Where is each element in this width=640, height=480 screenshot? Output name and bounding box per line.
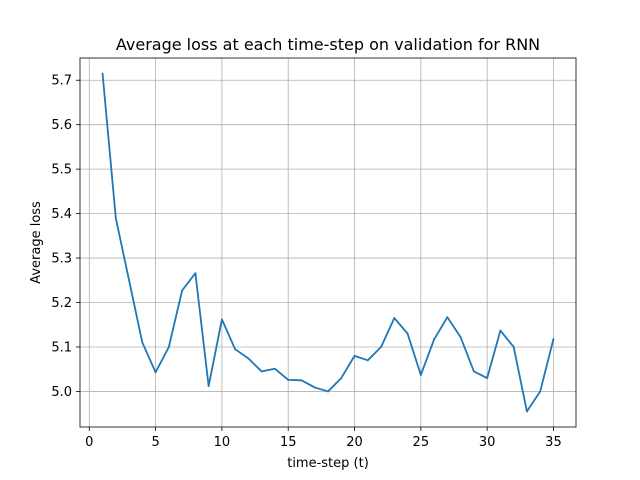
series-layer	[101, 72, 555, 413]
y-tick-label: 5.5	[51, 163, 72, 178]
data-point	[380, 346, 382, 348]
x-tick-label: 25	[413, 435, 430, 450]
y-tick-label: 5.0	[51, 385, 72, 400]
data-point	[433, 338, 435, 341]
data-point	[300, 379, 303, 382]
data-point	[366, 359, 369, 362]
data-point	[114, 217, 117, 219]
data-point	[459, 336, 462, 339]
x-tick-label: 10	[214, 435, 231, 450]
data-point	[526, 410, 528, 413]
data-point	[499, 329, 502, 332]
y-tick-label: 5.3	[51, 252, 72, 267]
data-point	[128, 279, 130, 282]
x-tick-label: 15	[280, 435, 297, 450]
plot-frame	[79, 57, 577, 428]
x-tick-label: 20	[346, 435, 363, 450]
y-tick-label: 5.6	[51, 118, 72, 133]
data-point	[101, 72, 104, 75]
y-tick-label: 5.4	[51, 207, 72, 222]
y-tick-label: 5.1	[51, 340, 72, 355]
data-point	[274, 367, 276, 370]
x-tick-label: 30	[479, 435, 496, 450]
chart-title: Average loss at each time-step on valida…	[116, 35, 540, 54]
data-point	[446, 316, 449, 319]
data-point	[221, 318, 223, 321]
data-point	[141, 341, 144, 344]
x-axis-label: time-step (t)	[287, 456, 369, 471]
x-tick-label: 35	[545, 435, 562, 450]
data-point	[194, 272, 197, 275]
data-point	[419, 374, 422, 376]
y-axis-label: Average loss	[29, 201, 44, 284]
data-point	[512, 346, 515, 348]
axis-ticks: 0 5 10 15 20 25 30 35 5.0 5.1 5.2 5.3 5.4 5.5 5.6 5.7	[51, 74, 561, 450]
data-point	[353, 354, 356, 357]
x-tick-label: 5	[151, 435, 159, 450]
data-point	[154, 371, 157, 374]
data-point	[393, 317, 396, 319]
data-point	[313, 386, 316, 389]
y-tick-label: 5.7	[51, 74, 72, 89]
x-tick-label: 0	[85, 435, 93, 450]
data-point	[207, 385, 210, 387]
data-point	[552, 338, 555, 340]
data-point	[472, 370, 475, 373]
data-point	[247, 357, 250, 360]
data-point	[167, 346, 170, 348]
y-tick-label: 5.2	[51, 296, 72, 311]
series-line	[101, 73, 555, 413]
data-point	[181, 289, 184, 292]
data-point	[234, 348, 237, 351]
data-point	[287, 378, 290, 381]
data-point	[406, 332, 409, 335]
data-point	[327, 390, 329, 393]
data-point	[340, 377, 343, 379]
data-point	[486, 377, 489, 379]
data-point	[539, 390, 542, 393]
data-point	[260, 370, 263, 373]
grid-lines	[80, 58, 576, 427]
